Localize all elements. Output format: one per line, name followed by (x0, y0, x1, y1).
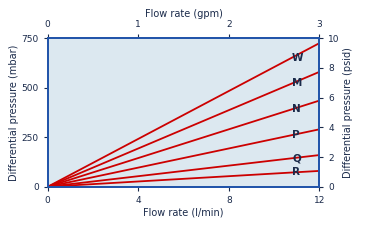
Text: Q: Q (292, 153, 301, 163)
Y-axis label: Differential pressure (mbar): Differential pressure (mbar) (9, 44, 19, 181)
Text: M: M (292, 78, 302, 88)
X-axis label: Flow rate (l/min): Flow rate (l/min) (143, 207, 224, 218)
Y-axis label: Differential pressure (psid): Differential pressure (psid) (343, 47, 353, 178)
Text: R: R (292, 167, 300, 178)
Text: P: P (292, 130, 300, 140)
X-axis label: Flow rate (gpm): Flow rate (gpm) (145, 9, 222, 19)
Text: W: W (292, 53, 304, 63)
Text: N: N (292, 104, 301, 114)
